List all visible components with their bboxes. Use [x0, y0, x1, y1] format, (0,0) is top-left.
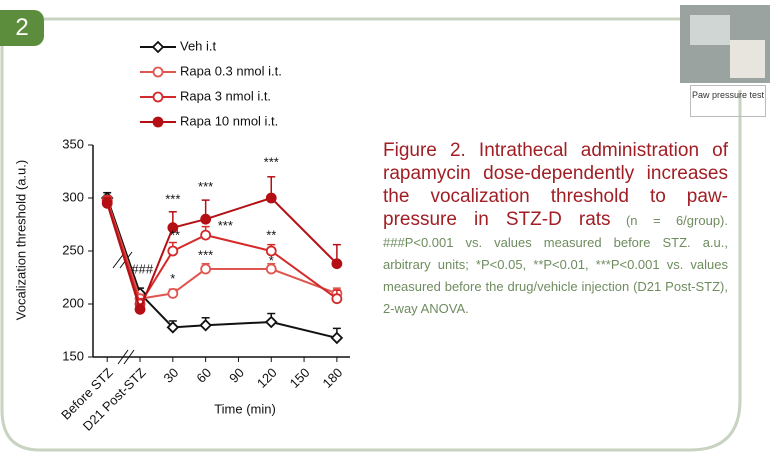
caption: Figure 2. Intrathecal administration of … [383, 140, 728, 320]
y-tick-label: 200 [62, 295, 84, 310]
point [201, 231, 210, 240]
photo-detail [730, 40, 765, 78]
point [332, 294, 341, 303]
point [201, 215, 210, 224]
y-tick-label: 300 [62, 189, 84, 204]
point [136, 305, 145, 314]
slide: Vocalization threshold (a.u.) Time (min)… [0, 0, 778, 462]
x-tick-label: 60 [193, 365, 214, 386]
y-tick-label: 150 [62, 348, 84, 363]
annotation: ** [170, 228, 180, 243]
photo-detail [690, 15, 730, 45]
x-tick-label: 180 [319, 365, 345, 391]
point [266, 317, 276, 327]
point [103, 199, 112, 208]
point [201, 265, 210, 274]
annotation: *** [198, 179, 213, 194]
y-tick-label: 250 [62, 242, 84, 257]
annotation: *** [165, 192, 180, 207]
legend-label: Rapa 0.3 nmol i.t. [180, 63, 282, 78]
point [332, 333, 342, 343]
x-tick-label: 150 [287, 365, 313, 391]
x-tick-label: 90 [226, 365, 247, 386]
x-tick-label: 120 [254, 365, 280, 391]
annotation: *** [198, 248, 213, 263]
annotation: * [170, 271, 175, 286]
annotation: *** [218, 218, 233, 233]
legend-label: Veh i.t [180, 38, 217, 53]
x-tick-label: 30 [161, 365, 182, 386]
point [168, 247, 177, 256]
y-tick-label: 350 [62, 136, 84, 151]
y-axis-label: Vocalization threshold (a.u.) [13, 160, 28, 320]
legend-marker [154, 118, 163, 127]
annotation: *** [264, 154, 279, 169]
x-axis-label: Time (min) [214, 401, 276, 416]
annotation: ### [131, 262, 153, 277]
point [168, 289, 177, 298]
point [201, 320, 211, 330]
legend-marker [154, 93, 163, 102]
badge: 2 [0, 10, 44, 46]
legend-label: Rapa 3 nmol i.t. [180, 88, 271, 103]
point [267, 194, 276, 203]
annotation: * [269, 253, 274, 268]
legend-marker [154, 68, 163, 77]
point [332, 259, 341, 268]
photo-caption: Paw pressure test [690, 85, 766, 117]
legend-marker [153, 42, 163, 52]
annotation: ** [266, 228, 276, 243]
legend-label: Rapa 10 nmol i.t. [180, 113, 278, 128]
